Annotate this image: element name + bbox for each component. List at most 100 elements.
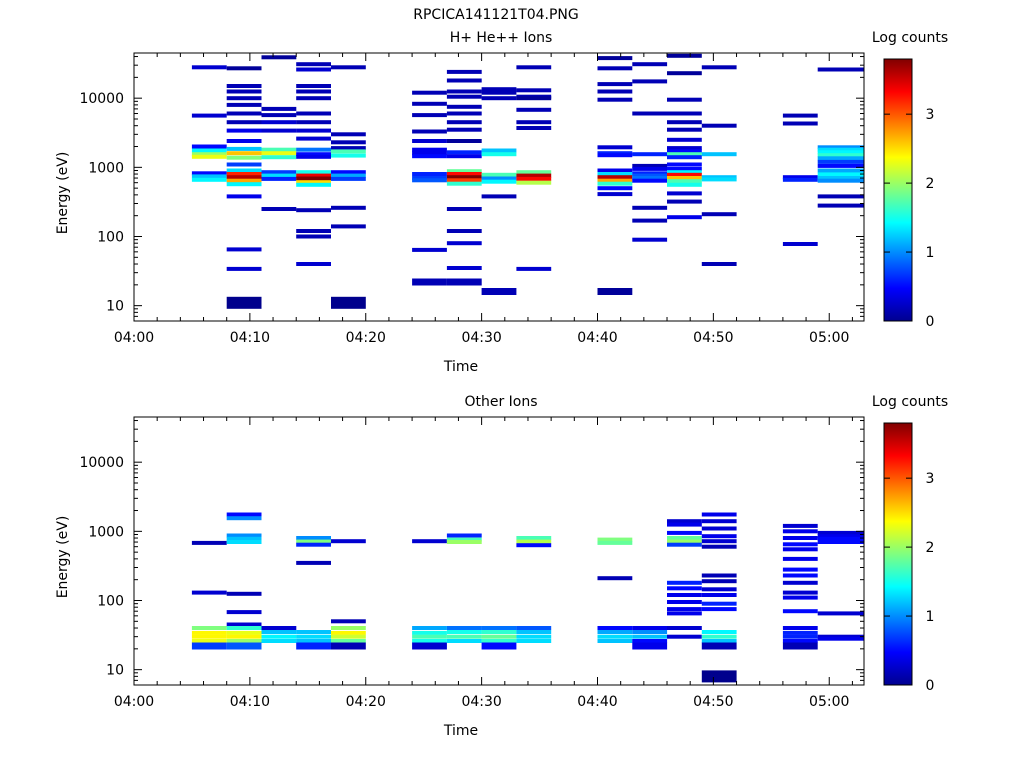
heatmap-cell: [446, 207, 482, 211]
heatmap-cell: [446, 634, 482, 639]
y-tick-label: 10000: [79, 91, 124, 107]
heatmap-cell: [296, 182, 331, 187]
panel-h-he-ions: 04:00 04:10 04:20 04:30 04:40 04:50 05:0010100…: [55, 30, 948, 375]
heatmap-cell: [516, 126, 552, 130]
heatmap-cell: [817, 156, 864, 161]
heatmap-cell: [261, 173, 297, 178]
heatmap-cell: [481, 172, 517, 177]
heatmap-cell: [296, 128, 331, 133]
heatmap-cell: [226, 610, 262, 615]
heatmap-cell: [667, 522, 702, 527]
heatmap-cell: [782, 536, 818, 540]
heatmap-cell: [667, 199, 702, 204]
heatmap-cell: [296, 147, 331, 152]
heatmap-cell: [817, 178, 864, 183]
heatmap-cell: [516, 107, 552, 112]
heatmap-cell: [412, 139, 447, 143]
colorbar: [883, 58, 913, 322]
heatmap-cell: [632, 111, 668, 116]
colorbar-tick-label: 0: [926, 678, 935, 694]
heatmap-cell: [632, 173, 668, 178]
heatmap-cell: [632, 218, 668, 223]
heatmap-cell: [191, 154, 227, 159]
heatmap-cell: [667, 137, 702, 142]
heatmap-cell: [331, 224, 366, 229]
heatmap-cell: [331, 630, 366, 635]
heatmap-cell: [667, 127, 702, 132]
heatmap-cell: [446, 630, 482, 634]
heatmap-cell: [412, 639, 447, 643]
heatmap-cell: [632, 642, 668, 650]
colorbar-tick-label: 3: [926, 107, 935, 123]
heatmap-cell: [296, 136, 331, 141]
heatmap-cell: [296, 536, 331, 540]
heatmap-cell: [597, 175, 633, 180]
heatmap-cell: [191, 113, 227, 118]
heatmap-cell: [597, 576, 633, 581]
heatmap-cell: [226, 626, 262, 630]
heatmap-cell: [597, 153, 633, 158]
heatmap-cell: [817, 530, 864, 535]
y-tick-label: 1000: [88, 160, 124, 176]
heatmap-cell: [481, 288, 517, 295]
heatmap-cell: [701, 573, 737, 578]
heatmap-cell: [817, 163, 864, 168]
x-tick-label: 04:00: [114, 330, 154, 346]
heatmap-cell: [481, 152, 517, 157]
heatmap-cell: [667, 162, 702, 167]
heatmap-cell: [412, 172, 447, 176]
heatmap-cell: [296, 234, 331, 239]
heatmap-cell: [226, 622, 262, 627]
heatmap-cell: [667, 626, 702, 630]
heatmap-cell: [446, 181, 482, 186]
heatmap-cell: [632, 62, 668, 67]
heatmap-cell: [667, 97, 702, 102]
heatmap-cell: [446, 533, 482, 538]
heatmap-cell: [446, 540, 482, 544]
heatmap-cell: [226, 111, 262, 116]
heatmap-cell: [261, 106, 297, 111]
heatmap-cell: [667, 111, 702, 116]
colorbar-label: Log counts: [872, 30, 948, 46]
heatmap-cell: [516, 266, 552, 271]
heatmap-cell: [782, 642, 818, 650]
heatmap-cell: [632, 205, 668, 210]
heatmap-cell: [331, 176, 366, 181]
heatmap-cell: [191, 639, 227, 643]
heatmap-cell: [481, 96, 517, 101]
heatmap-cell: [632, 171, 668, 176]
x-tick-label: 04:10: [230, 330, 270, 346]
heatmap-cell: [226, 168, 262, 173]
heatmap-cell: [597, 89, 633, 94]
heatmap-cell: [331, 296, 366, 309]
heatmap-cell: [667, 166, 702, 171]
plot-frame: [133, 52, 865, 322]
heatmap-cell: [226, 151, 262, 156]
heatmap-cell: [817, 67, 864, 72]
heatmap-cell: [412, 101, 447, 106]
x-axis-label: Time: [443, 723, 478, 739]
panel-title: H+ He++ Ions: [450, 30, 553, 46]
heatmap-cell: [701, 526, 737, 531]
heatmap-cell: [701, 670, 737, 683]
heatmap-cell: [296, 62, 331, 67]
heatmap-cell: [516, 88, 552, 93]
heatmap-cell: [446, 178, 482, 183]
heatmap-cell: [701, 579, 737, 584]
heatmap-cell: [597, 97, 633, 102]
x-tick-label: 04:30: [461, 694, 501, 710]
heatmap-cell: [191, 590, 227, 595]
heatmap-cell: [331, 170, 366, 175]
heatmap-cell: [597, 540, 633, 545]
heatmap-cell: [667, 155, 702, 160]
heatmap-cell: [597, 192, 633, 197]
heatmap-cell: [446, 150, 482, 155]
heatmap-cell: [226, 540, 262, 544]
heatmap-cell: [817, 203, 864, 208]
heatmap-cell: [782, 590, 818, 595]
heatmap-cell: [782, 175, 818, 180]
y-tick-label: 1000: [88, 524, 124, 540]
colorbar-tick-label: 2: [926, 540, 935, 556]
heatmap-cell: [667, 215, 702, 220]
